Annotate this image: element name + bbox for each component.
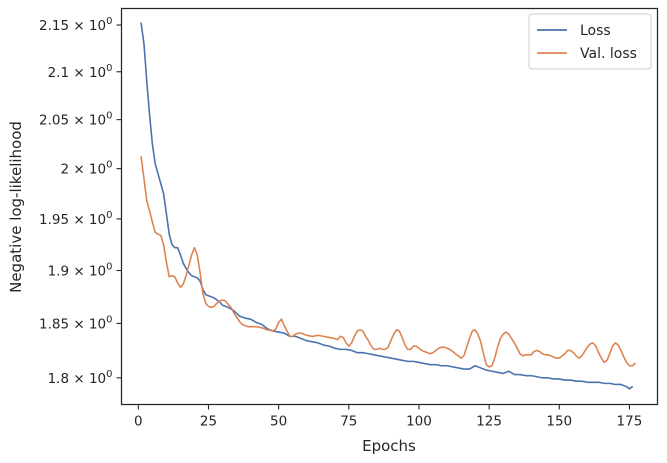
y-axis: 1.8 × 100 1.85 × 100 1.9 × 100 1.95 × 100 2 …	[39, 16, 122, 387]
x-tick-label: 75	[340, 414, 357, 430]
x-tick-label: 25	[200, 414, 217, 430]
x-tick-label: 50	[270, 414, 287, 430]
x-tick-label: 125	[476, 414, 502, 430]
y-tick-label: 1.8 × 100	[48, 369, 113, 387]
y-tick-label: 1.85 × 100	[39, 314, 113, 332]
y-tick-label: 2 × 100	[60, 160, 112, 178]
y-tick-label: 2.15 × 100	[39, 16, 113, 34]
legend-label-0: Loss	[580, 23, 611, 39]
legend-box	[528, 13, 652, 70]
x-axis-label: Epochs	[362, 437, 416, 455]
series-layer	[140, 22, 636, 390]
x-axis: 0 25 50 75 100 125 150 175	[134, 404, 643, 430]
plot-frame	[120, 7, 659, 406]
x-tick-label: 0	[134, 414, 143, 430]
x-tick-label: 175	[617, 414, 643, 430]
x-tick-label: 100	[406, 414, 432, 430]
y-tick-label: 1.95 × 100	[39, 210, 113, 228]
series-line-1	[140, 155, 636, 368]
y-tick-label: 1.9 × 100	[48, 261, 113, 279]
legend: Loss Val. loss	[528, 13, 652, 70]
legend-label-1: Val. loss	[580, 46, 637, 62]
x-tick-label: 150	[546, 414, 572, 430]
y-axis-label: Negative log-likelihood	[7, 121, 25, 293]
y-tick-label: 2.1 × 100	[48, 63, 113, 81]
series-line-0	[140, 22, 634, 390]
y-tick-label: 2.05 × 100	[39, 111, 113, 129]
